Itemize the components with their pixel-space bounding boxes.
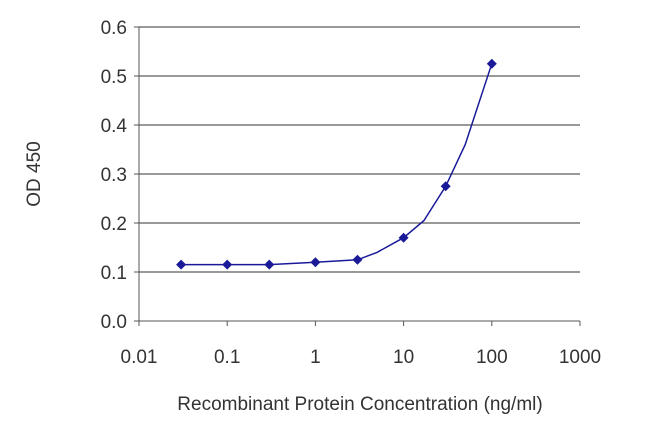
y-axis-title: OD 450 xyxy=(24,141,45,206)
x-tick-label: 10 xyxy=(393,347,414,368)
y-tick-label: 0.0 xyxy=(101,312,127,333)
data-point xyxy=(310,257,321,268)
x-axis-title: Recombinant Protein Concentration (ng/ml… xyxy=(177,394,542,415)
x-tick-label: 0.01 xyxy=(121,347,158,368)
x-tick-label: 1 xyxy=(310,347,321,368)
x-tick-label: 0.1 xyxy=(214,347,240,368)
y-ticks: 0.0 0.1 0.2 0.3 0.4 0.5 0.6 xyxy=(101,18,139,333)
data-point xyxy=(264,259,275,270)
series-line xyxy=(181,63,493,266)
y-tick-label: 0.6 xyxy=(101,18,127,39)
x-tick-label: 100 xyxy=(476,347,508,368)
y-tick-label: 0.1 xyxy=(101,263,127,284)
x-tick-label: 1000 xyxy=(559,347,601,368)
y-tick-label: 0.4 xyxy=(101,116,128,137)
data-point xyxy=(440,181,451,192)
y-tick-label: 0.2 xyxy=(101,214,127,235)
series xyxy=(176,58,497,270)
gridlines xyxy=(139,26,580,273)
data-point xyxy=(352,254,363,265)
data-point xyxy=(398,232,409,243)
y-tick-label: 0.5 xyxy=(101,67,127,88)
y-tick-label: 0.3 xyxy=(101,165,127,186)
data-point xyxy=(176,259,187,270)
data-point xyxy=(222,259,233,270)
x-ticks: 0.01 0.1 1 10 100 1000 xyxy=(121,321,601,368)
data-point xyxy=(486,58,497,69)
